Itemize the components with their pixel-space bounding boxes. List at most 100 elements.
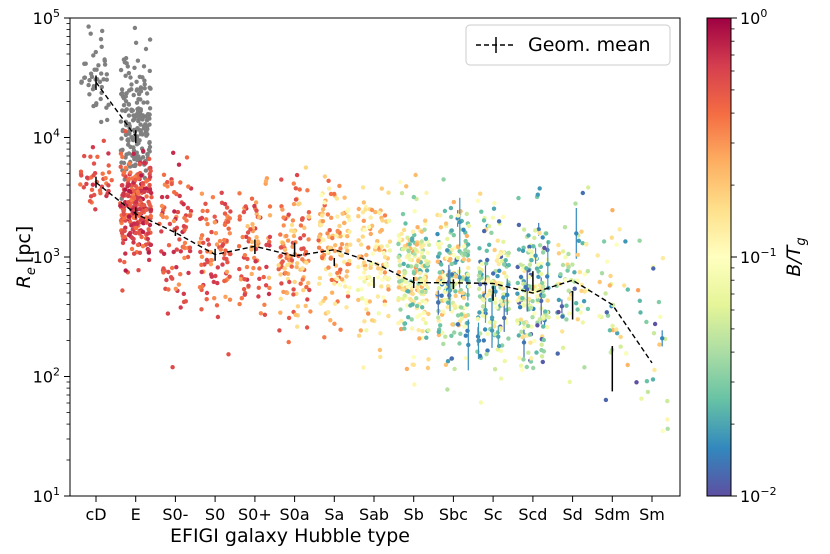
scatter-point: [262, 302, 267, 307]
scatter-point: [449, 272, 454, 277]
scatter-point: [123, 187, 128, 192]
scatter-point-grey: [86, 82, 91, 88]
scatter-point: [580, 241, 585, 246]
scatter-point: [437, 245, 442, 250]
scatter-point-grey: [142, 78, 147, 83]
legend-box: [465, 24, 671, 66]
scatter-point: [440, 330, 445, 335]
scatter-point: [362, 270, 367, 275]
scatter-point: [144, 220, 149, 225]
scatter-point: [645, 389, 651, 395]
scatter-point: [181, 291, 186, 296]
scatter-point: [566, 251, 571, 257]
scatter-point: [504, 301, 509, 307]
scatter-point: [382, 213, 388, 218]
scatter-point: [254, 235, 259, 240]
scatter-point: [245, 224, 250, 229]
scatter-point: [342, 259, 347, 265]
scatter-point: [506, 336, 511, 341]
scatter-point-grey: [129, 82, 134, 87]
scatter-point-grey: [89, 74, 95, 80]
colorbar-tick-label: 10−1: [740, 246, 777, 267]
scatter-point: [139, 234, 144, 240]
scatter-point: [345, 234, 350, 239]
legend: Geom. mean: [465, 24, 671, 66]
scatter-point: [516, 247, 522, 252]
scatter-point: [403, 279, 409, 285]
scatter-point: [90, 182, 96, 187]
scatter-point: [517, 305, 523, 310]
scatter-point: [198, 249, 203, 255]
scatter-point: [539, 347, 544, 353]
scatter-point: [360, 185, 366, 190]
scatter-point: [327, 245, 333, 251]
scatter-point: [535, 297, 540, 303]
scatter-point: [574, 231, 579, 236]
scatter-point-grey: [142, 86, 147, 91]
scatter-point: [137, 162, 143, 167]
scatter-point: [337, 282, 342, 287]
scatter-point: [364, 301, 369, 306]
scatter-point: [228, 251, 233, 257]
scatter-point: [201, 240, 206, 245]
x-tick-label: S0-: [162, 505, 188, 524]
scatter-point: [460, 290, 465, 296]
scatter-point: [527, 262, 533, 267]
scatter-point: [453, 293, 458, 299]
scatter-point: [118, 164, 123, 169]
scatter-point: [181, 202, 186, 207]
scatter-point: [420, 329, 425, 334]
scatter-point: [540, 359, 545, 365]
scatter-point: [386, 276, 392, 281]
scatter-point-grey: [143, 46, 149, 52]
scatter-point: [384, 263, 389, 269]
scatter-point: [304, 284, 309, 290]
scatter-point: [396, 254, 401, 260]
scatter-point: [476, 286, 482, 292]
scatter-point-grey: [147, 116, 152, 121]
scatter-point: [78, 182, 83, 187]
scatter-point: [535, 192, 540, 197]
scatter-point: [458, 331, 463, 336]
x-tick-label: Sd: [562, 505, 582, 524]
scatter-point: [463, 333, 468, 338]
scatter-point: [236, 244, 242, 249]
scatter-point: [198, 236, 204, 241]
x-tick-label: Sbc: [439, 505, 468, 524]
scatter-point-grey: [94, 101, 99, 106]
scatter-point: [109, 178, 114, 183]
scatter-point: [572, 270, 577, 275]
scatter-point: [88, 194, 94, 199]
scatter-point: [380, 218, 385, 223]
scatter-point: [267, 204, 273, 209]
scatter-point: [496, 280, 501, 286]
colorbar: [706, 17, 732, 497]
scatter-point: [131, 251, 137, 256]
scatter-point: [382, 299, 387, 304]
scatter-point-grey: [128, 75, 133, 80]
scatter-point: [610, 208, 615, 213]
scatter-point: [421, 317, 426, 322]
scatter-point-grey: [98, 96, 103, 102]
scatter-point: [291, 201, 297, 207]
scatter-point: [638, 310, 643, 315]
scatter-point: [452, 366, 457, 372]
scatter-point: [501, 239, 506, 244]
scatter-point: [227, 231, 232, 236]
scatter-point: [356, 206, 361, 212]
scatter-point-grey: [142, 82, 147, 87]
scatter-point: [452, 330, 457, 335]
scatter-point-grey: [141, 64, 147, 69]
y-axis-label: Re[pc]: [13, 226, 39, 289]
scatter-point: [261, 274, 266, 280]
scatter-point: [302, 225, 307, 230]
scatter-point: [529, 356, 534, 361]
scatter-point: [608, 273, 613, 279]
scatter-point: [461, 257, 467, 262]
scatter-point-grey: [97, 79, 103, 85]
scatter-point: [245, 256, 250, 262]
scatter-point: [339, 242, 345, 247]
scatter-point: [366, 311, 371, 316]
scatter-point: [411, 355, 416, 360]
